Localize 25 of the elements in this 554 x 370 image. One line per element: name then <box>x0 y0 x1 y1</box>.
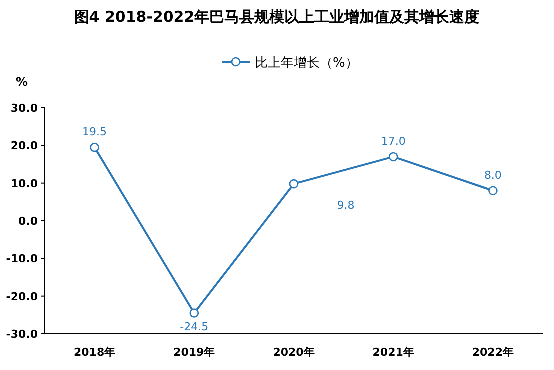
y-axis-title: % <box>16 75 28 89</box>
chart-title: 图4 2018-2022年巴马县规模以上工业增加值及其增长速度 <box>74 8 480 26</box>
data-label: 17.0 <box>381 134 406 148</box>
x-tick-label: 2019年 <box>174 346 216 359</box>
x-tick-label: 2022年 <box>472 346 514 359</box>
data-label: 8.0 <box>484 168 502 182</box>
data-label: 19.5 <box>82 126 108 139</box>
point <box>90 142 100 152</box>
x-tick-label: 2021年 <box>372 346 414 359</box>
point <box>190 308 200 318</box>
y-tick-label: 30.0 <box>10 102 38 115</box>
x-tick-label: 2020年 <box>273 346 315 359</box>
y-tick-label: 20.0 <box>10 140 38 153</box>
point <box>488 186 498 196</box>
y-tick-label: -10.0 <box>6 252 38 266</box>
legend-label: 比上年增长（%） <box>255 56 358 71</box>
point <box>388 152 398 162</box>
annotation: 9.8 <box>337 199 355 212</box>
x-tick-label: 2018年 <box>74 346 116 359</box>
y-tick-label: 10.0 <box>10 177 38 190</box>
y-tick-label: 0.0 <box>18 215 38 228</box>
data-label: -24.5 <box>180 320 209 334</box>
y-tick-label: -30.0 <box>6 328 38 341</box>
point <box>289 179 299 189</box>
y-tick-label: -20.0 <box>6 290 38 304</box>
